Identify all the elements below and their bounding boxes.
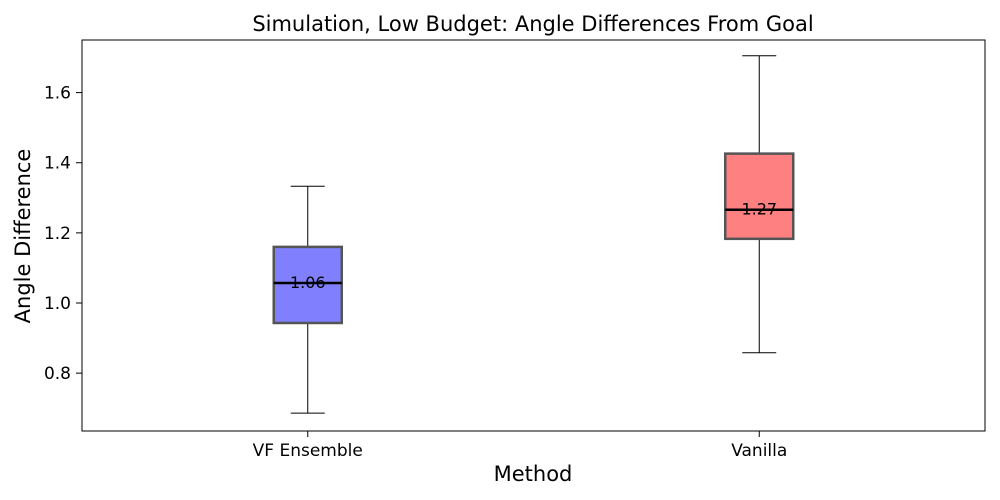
x-tick-label: Vanilla (731, 441, 787, 461)
iqr-box (272, 245, 343, 325)
chart-title: Simulation, Low Budget: Angle Difference… (252, 12, 813, 36)
y-tick-label: 0.8 (44, 364, 71, 384)
iqr-box (724, 152, 795, 241)
axes-frame (81, 39, 986, 432)
y-tick-label: 1.2 (44, 224, 71, 244)
x-axis-label: Method (494, 462, 573, 486)
y-tick-label: 1.0 (44, 294, 71, 314)
y-tick-label: 1.4 (44, 154, 71, 174)
y-axis-label: Angle Difference (11, 149, 35, 324)
x-tick-label: VF Ensemble (253, 441, 363, 461)
y-tick-label: 1.6 (44, 84, 71, 104)
plot-area: 0.8 1.0 1.2 1.4 1.6 VF Ensemble Vanilla 1.06 1.2… (44, 39, 986, 461)
median-value-label: 1.27 (741, 200, 777, 219)
median-value-label: 1.06 (290, 273, 326, 292)
